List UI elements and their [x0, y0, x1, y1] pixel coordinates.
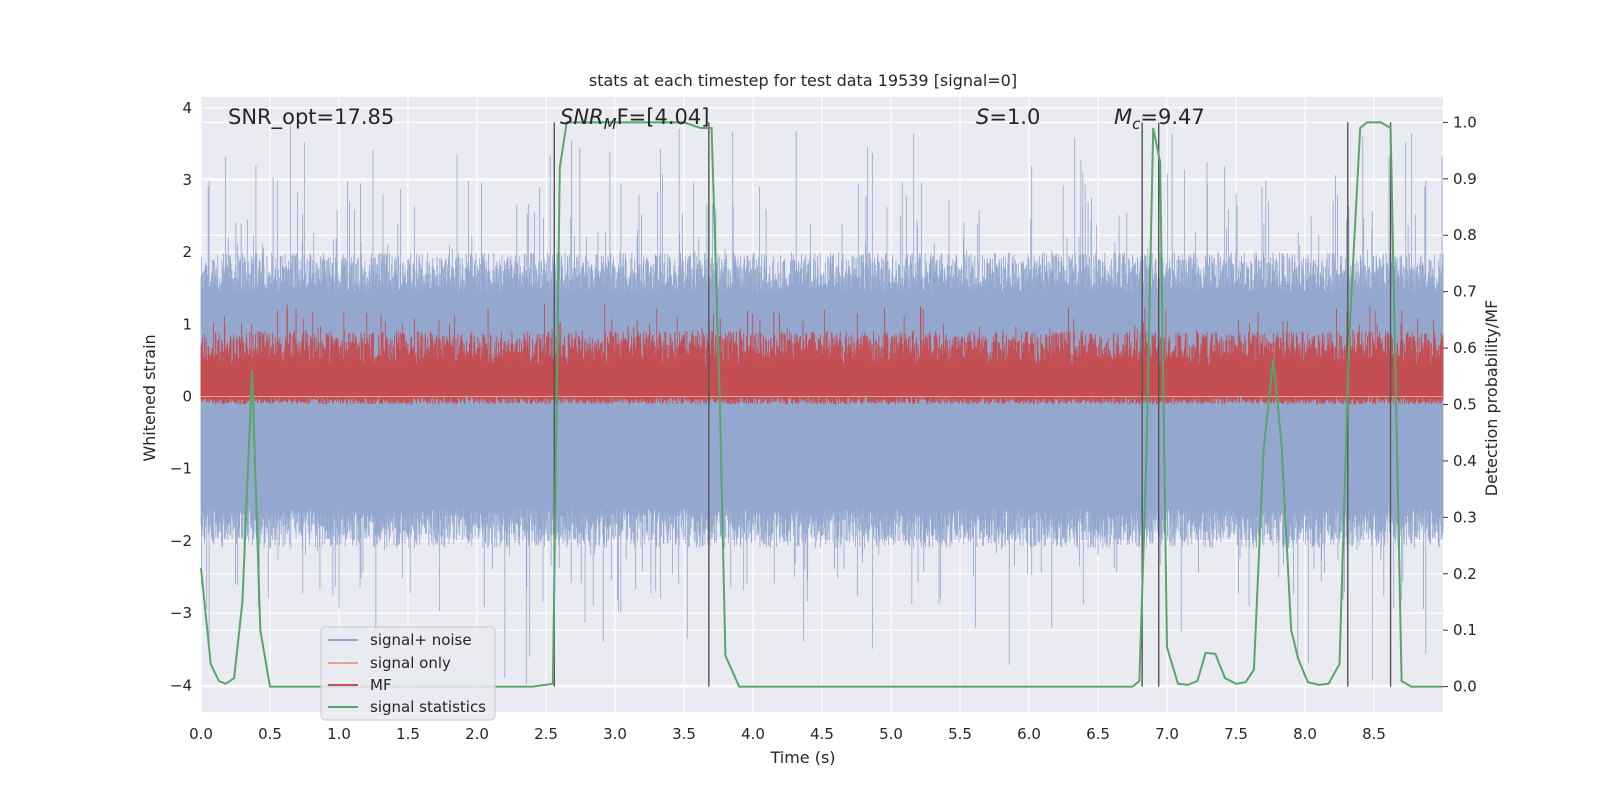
x-tick-label: 7.5 [1224, 725, 1248, 743]
right-y-tick-label: 0.6 [1453, 339, 1477, 357]
right-y-tick-label: 0.1 [1453, 621, 1477, 639]
annotation-snr-mf: SNRMF=[4.04] [560, 105, 709, 133]
left-y-tick-label: −3 [170, 604, 192, 622]
x-tick-label: 8.0 [1293, 725, 1317, 743]
right-axis-ticks: 1.0 0.9 0.8 0.7 0.6 0.5 0.4 0.3 0.2 0.1 0.0 [1443, 113, 1477, 696]
x-tick-label: 5.5 [948, 725, 972, 743]
right-y-tick-label: 0.0 [1453, 678, 1477, 696]
x-axis-ticks: 0.0 0.5 1.0 1.5 2.0 2.5 3.0 3.5 4.0 4.5 5.0 5.5 6.0 6… [189, 725, 1386, 743]
right-y-tick-label: 0.9 [1453, 170, 1477, 188]
right-y-tick-label: 0.7 [1453, 283, 1477, 301]
right-y-tick-label: 0.3 [1453, 508, 1477, 526]
y-axis-label-left: Whitened strain [140, 334, 159, 461]
left-axis-ticks: 4 3 2 1 0 −1 −2 −3 −4 [170, 99, 192, 694]
left-y-tick-label: −4 [170, 676, 192, 694]
mf-trace [200, 303, 1444, 405]
annotation-mc-main: M [1114, 105, 1132, 129]
x-tick-label: 2.0 [465, 725, 489, 743]
legend-box [320, 626, 496, 721]
annotation-s: S=1.0 [976, 105, 1040, 129]
annotation-snr-opt: SNR_opt=17.85 [228, 105, 394, 130]
x-tick-label: 5.0 [879, 725, 903, 743]
x-tick-label: 4.0 [741, 725, 765, 743]
legend: signal+ noise signal only MF signal stat… [320, 626, 496, 721]
x-tick-label: 0.5 [258, 725, 282, 743]
y-axis-label-right: Detection probability/MF [1482, 300, 1501, 497]
right-y-tick-label: 0.5 [1453, 396, 1477, 414]
annotation-s-main: S [976, 105, 989, 129]
left-y-tick-label: 4 [182, 99, 192, 117]
legend-label-signal-only: signal only [370, 654, 451, 672]
annotation-mc-sub: c [1132, 115, 1141, 133]
right-y-tick-label: 0.8 [1453, 226, 1477, 244]
x-tick-label: 7.0 [1155, 725, 1179, 743]
x-tick-label: 0.0 [189, 725, 213, 743]
annotation-snr-mf-sub: M [604, 115, 617, 133]
legend-label-mf: MF [370, 676, 392, 694]
x-tick-label: 2.5 [534, 725, 558, 743]
left-y-tick-label: −2 [170, 532, 192, 550]
right-y-tick-label: 0.2 [1453, 565, 1477, 583]
annotation-s-tail: =1.0 [989, 105, 1040, 129]
x-tick-label: 3.0 [603, 725, 627, 743]
x-tick-label: 1.0 [327, 725, 351, 743]
x-tick-label: 6.5 [1086, 725, 1110, 743]
x-tick-label: 8.5 [1362, 725, 1386, 743]
x-tick-label: 4.5 [810, 725, 834, 743]
left-y-tick-label: −1 [170, 460, 192, 478]
annotation-snr-mf-main: SNR [560, 105, 604, 129]
left-y-tick-label: 1 [182, 315, 192, 333]
x-tick-label: 3.5 [672, 725, 696, 743]
chart-title: stats at each timestep for test data 195… [589, 71, 1017, 90]
x-tick-label: 6.0 [1017, 725, 1041, 743]
left-y-tick-label: 0 [182, 388, 192, 406]
legend-label-signal-statistics: signal statistics [370, 698, 486, 716]
annotation-mc: Mc=9.47 [1114, 105, 1205, 133]
annotation-mc-tail: =9.47 [1140, 105, 1204, 129]
right-y-tick-label: 0.4 [1453, 452, 1477, 470]
x-tick-label: 1.5 [396, 725, 420, 743]
right-y-tick-label: 1.0 [1453, 113, 1477, 131]
x-axis-label: Time (s) [769, 748, 835, 767]
left-y-tick-label: 3 [182, 171, 192, 189]
legend-label-noise: signal+ noise [370, 631, 472, 649]
annotation-snr-mf-tail: F=[4.04] [617, 105, 710, 129]
left-y-tick-label: 2 [182, 243, 192, 261]
mf-series [200, 303, 1444, 405]
